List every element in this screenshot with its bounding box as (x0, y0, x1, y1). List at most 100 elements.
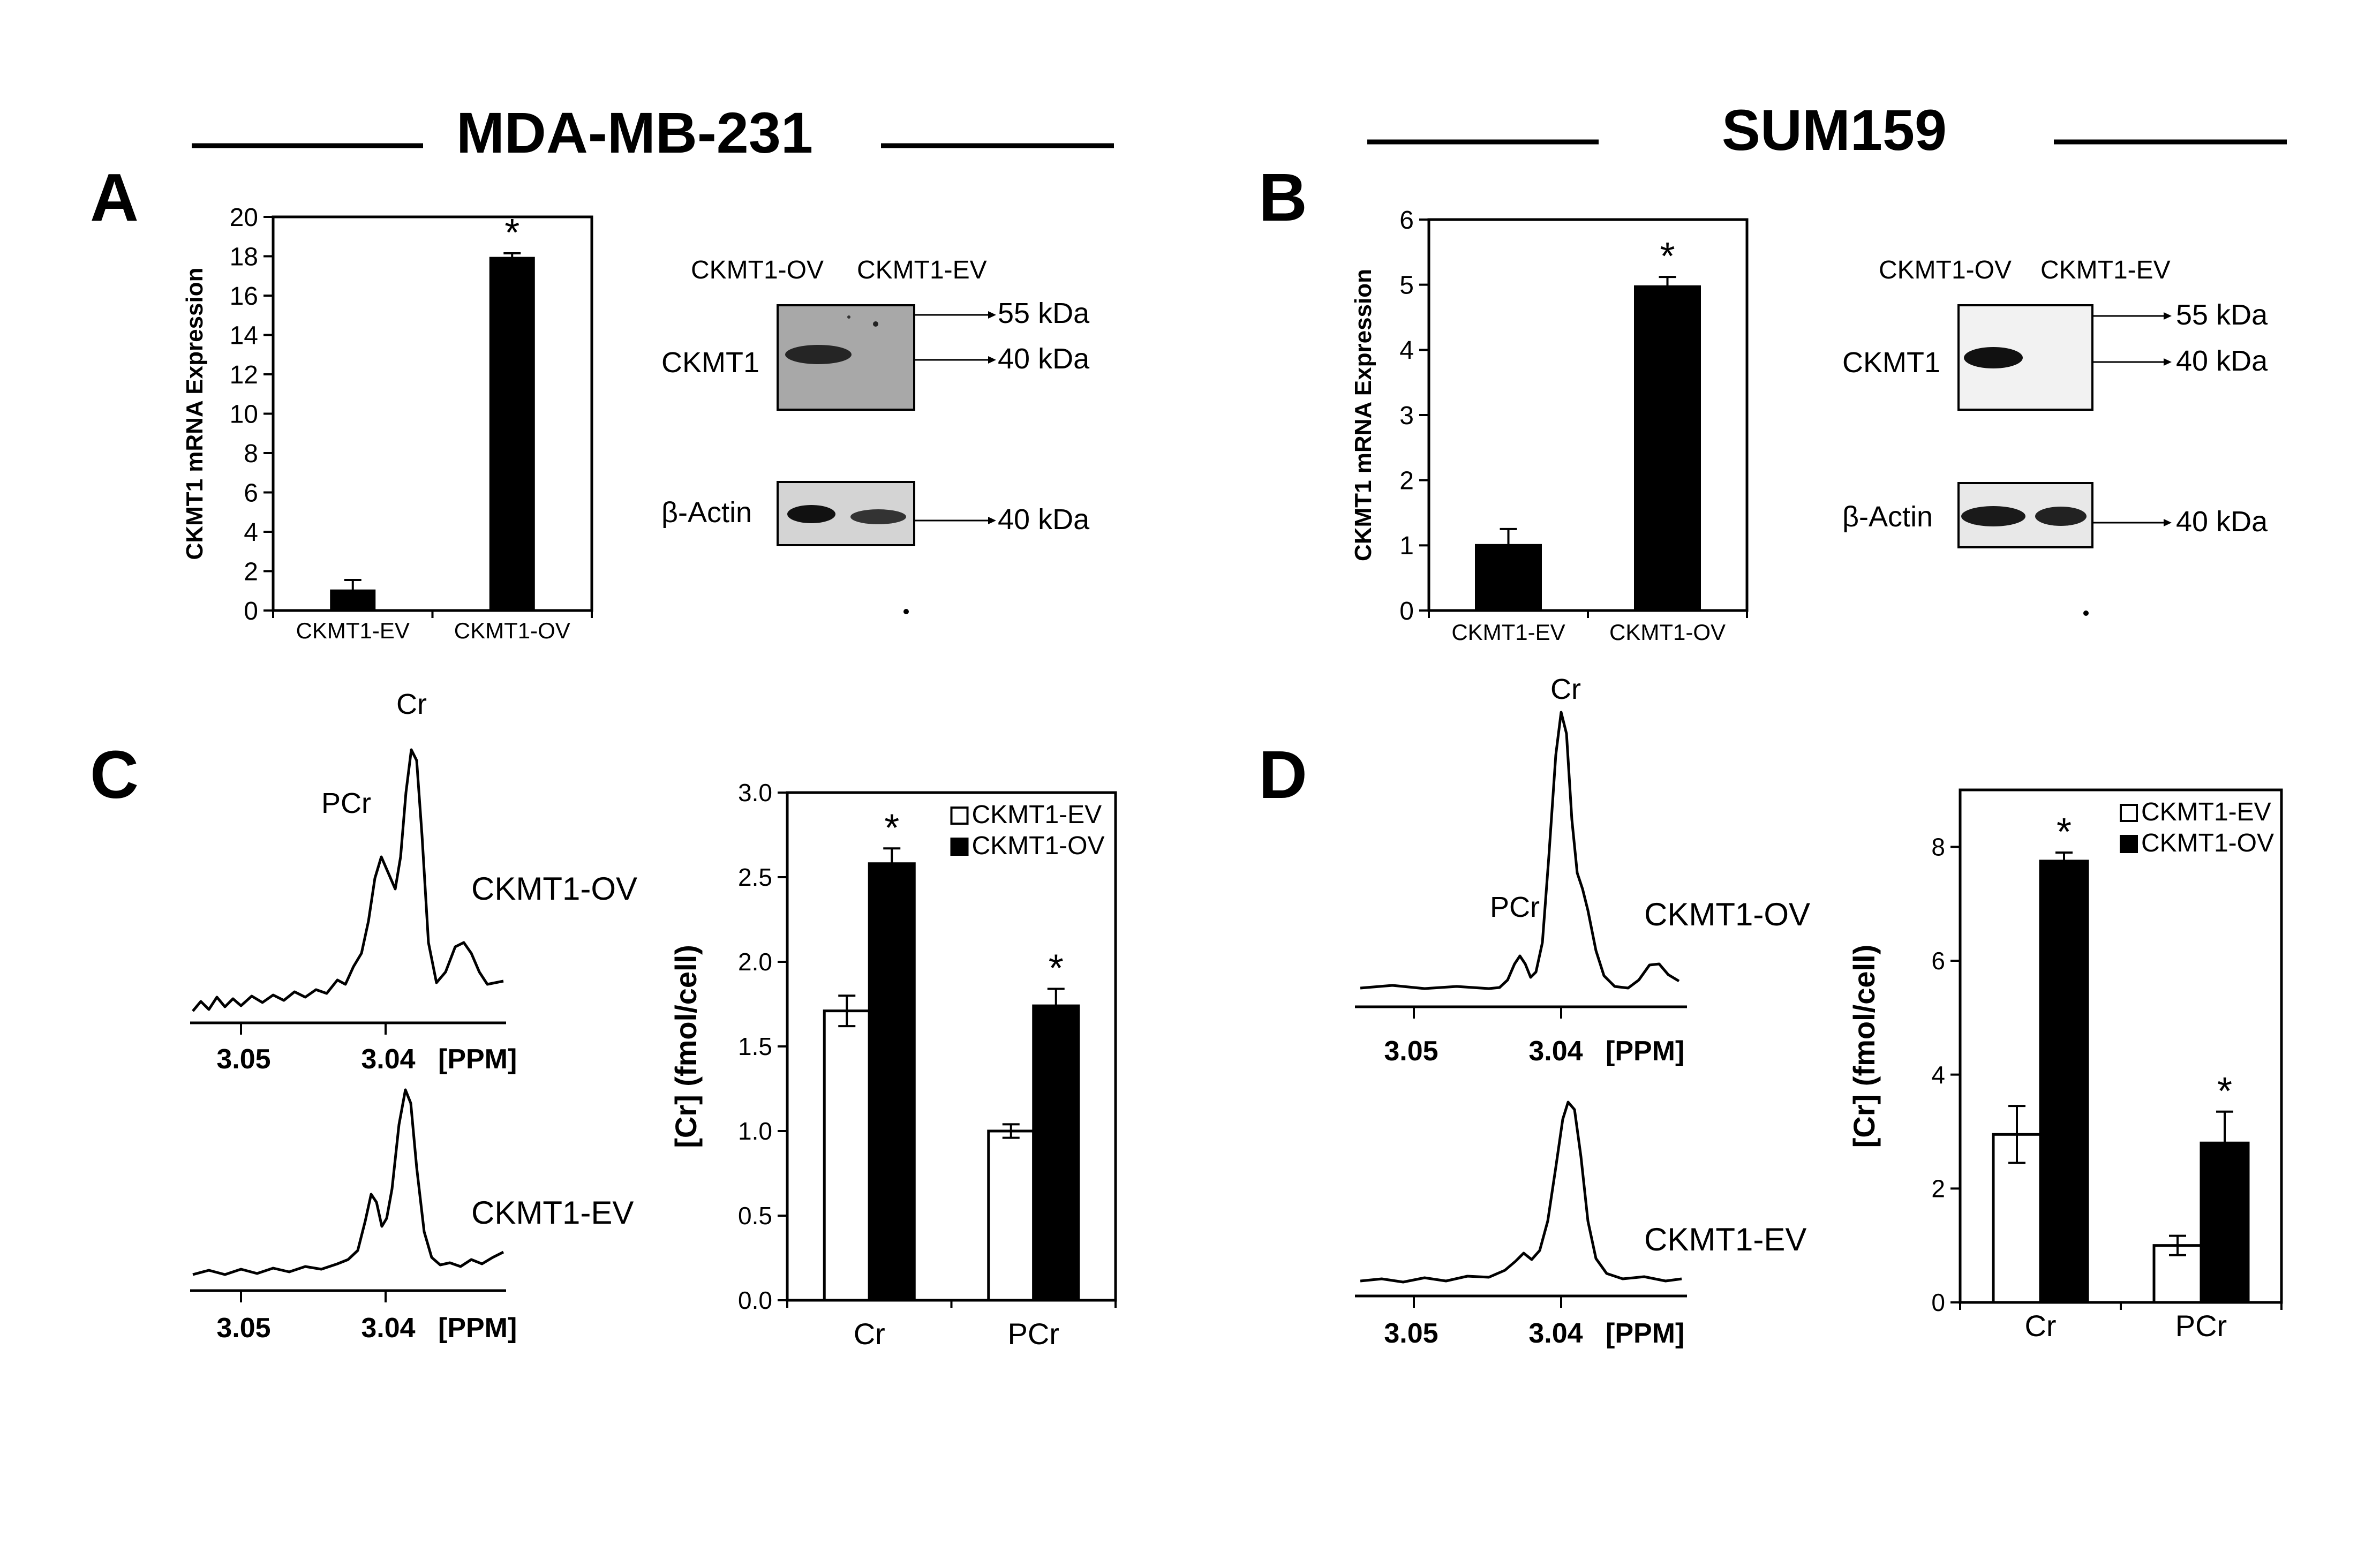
x-category-label: CKMT1-OV (1609, 620, 1726, 645)
lane-label-ov: CKMT1-OV (691, 256, 824, 284)
y-tick-label: 3 (1399, 402, 1414, 430)
trace-label-ov: CKMT1-OV (471, 871, 637, 907)
bar (1032, 1004, 1080, 1302)
panel-label-c: C (90, 737, 139, 812)
x-category-label: CKMT1-EV (296, 618, 410, 643)
marker-label-55: 55 kDa (2176, 299, 2268, 331)
title-sum159: SUM159 (1722, 97, 1947, 162)
lane-label-ev: CKMT1-EV (857, 256, 987, 284)
y-tick-label: 2 (1399, 466, 1414, 495)
marker-arrowhead-40-actin (2164, 519, 2172, 526)
legend-swatch (2120, 835, 2138, 853)
y-tick-label: 4 (1399, 336, 1414, 365)
panel-label-a: A (90, 160, 139, 235)
band-ckmt1-ov (1964, 347, 2023, 368)
y-tick-label: 0.0 (738, 1286, 772, 1314)
y-tick-label: 16 (230, 282, 258, 311)
protein-label-ckmt1: CKMT1 (661, 346, 759, 379)
x-category-label: Cr (2024, 1309, 2056, 1343)
y-tick-label: 1.0 (738, 1117, 772, 1145)
y-tick-label: 6 (244, 479, 258, 507)
bar (987, 1129, 1035, 1302)
peak-label-pcr: PCr (1490, 891, 1540, 923)
spectrum-tick-label: 3.05 (216, 1313, 270, 1344)
spectrum-tick-label: 3.04 (1528, 1036, 1583, 1067)
spectrum-unit-label: [PPM] (438, 1044, 517, 1075)
bar (1634, 285, 1701, 612)
blot-speck (847, 315, 850, 319)
y-tick-label: 1 (1399, 532, 1414, 560)
significance-marker: * (1660, 235, 1675, 278)
lane-label-ev: CKMT1-EV (2040, 256, 2171, 284)
y-tick-label: 0.5 (738, 1202, 772, 1230)
x-category-label: Cr (854, 1317, 885, 1351)
y-tick-label: 5 (1399, 271, 1414, 299)
spectrum-trace-ov (1360, 711, 1680, 990)
panel-label-d: D (1259, 737, 1307, 812)
significance-marker: * (504, 212, 519, 254)
peak-label-cr: Cr (396, 688, 427, 720)
spectrum-unit-label: [PPM] (1606, 1036, 1684, 1067)
spectrum-tick-label: 3.05 (216, 1044, 270, 1075)
significance-marker: * (2217, 1070, 2232, 1113)
y-tick-label: 10 (230, 400, 258, 428)
chart-c-creatine-levels: 0.0 0.5 1.0 1.5 2.0 2.5 3.0 [Cr] (fmol/cell) Cr *… (669, 779, 1117, 1351)
y-tick-label: 8 (1931, 833, 1945, 861)
trace-label-ev: CKMT1-EV (1644, 1222, 1806, 1257)
marker-label-40: 40 kDa (2176, 345, 2268, 377)
y-tick-label: 0 (244, 597, 258, 625)
y-tick-label: 18 (230, 243, 258, 271)
band-actin-ov (1961, 506, 2025, 526)
y-tick-label: 8 (244, 440, 258, 468)
spectrum-unit-label: [PPM] (438, 1313, 517, 1344)
spectrum-tick-label: 3.05 (1384, 1036, 1438, 1067)
legend-label: CKMT1-OV (972, 832, 1105, 860)
chart-b-mrna-expression: 0 1 2 3 4 5 6 CKMT1 mRNA Expression CKMT1-EV CKMT… (1350, 206, 1749, 645)
marker-arrowhead-40 (988, 356, 996, 364)
western-blot-b: CKMT1-OV CKMT1-EV CKMT1 55 kDa 40 kDa β-… (1842, 256, 2268, 616)
bar (823, 1009, 871, 1302)
spectrum-tick-label: 3.04 (361, 1313, 415, 1344)
blot-speck (873, 321, 878, 327)
x-category-label: PCr (2175, 1309, 2227, 1343)
marker-arrowhead-40 (2164, 358, 2172, 366)
protein-label-ckmt1: CKMT1 (1842, 346, 1940, 379)
significance-marker: * (1049, 947, 1064, 990)
marker-arrowhead-40-actin (988, 517, 996, 524)
significance-marker: * (884, 807, 899, 849)
y-tick-label: 6 (1399, 206, 1414, 235)
y-tick-label: 2.0 (738, 948, 772, 976)
legend-label: CKMT1-EV (972, 801, 1102, 829)
band-actin-ev (850, 509, 906, 524)
bar (489, 257, 535, 612)
significance-marker: * (2057, 811, 2072, 854)
x-category-label: CKMT1-EV (1451, 620, 1565, 645)
y-tick-label: 20 (230, 204, 258, 232)
peak-label-cr: Cr (1550, 673, 1581, 705)
bar (2039, 860, 2089, 1304)
marker-arrowhead-55 (988, 311, 996, 319)
western-blot-a: CKMT1-OV CKMT1-EV CKMT1 55 kDa 40 kDa β-… (661, 256, 1090, 614)
y-tick-label: 6 (1931, 947, 1945, 975)
y-axis-label: [Cr] (fmol/cell) (669, 945, 703, 1148)
spectrum-tick-label: 3.04 (1528, 1318, 1583, 1349)
band-ckmt1-ov (785, 345, 852, 364)
protein-label-actin: β-Actin (1842, 501, 1933, 533)
spectrum-tick-label: 3.05 (1384, 1318, 1438, 1349)
y-axis-label: CKMT1 mRNA Expression (1350, 269, 1376, 561)
marker-arrowhead-55 (2164, 312, 2172, 320)
trace-label-ov: CKMT1-OV (1644, 896, 1810, 932)
title-mda-mb-231: MDA-MB-231 (456, 100, 813, 165)
y-tick-label: 3.0 (738, 779, 772, 807)
spectrum-trace-ev (1360, 1101, 1682, 1284)
trace-label-ev: CKMT1-EV (471, 1195, 634, 1231)
band-actin-ov (787, 505, 835, 523)
y-tick-label: 2 (244, 557, 258, 586)
marker-label-40-actin: 40 kDa (2176, 506, 2268, 538)
spectrum-trace-ov (192, 748, 504, 1012)
y-tick-label: 1.5 (738, 1032, 772, 1060)
nmr-spectra-c: 3.05 3.04 [PPM] Cr PCr CKMT1-OV 3.05 3.0… (190, 688, 637, 1344)
legend-swatch (2120, 804, 2138, 822)
y-axis-label: [Cr] (fmol/cell) (1847, 945, 1881, 1148)
